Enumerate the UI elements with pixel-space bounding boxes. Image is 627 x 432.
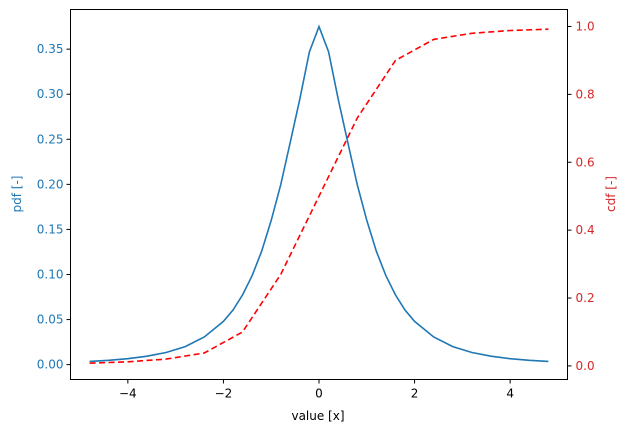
y-left-tick-label: 0.35: [37, 42, 64, 56]
y-right-tick-label: 1.0: [576, 19, 595, 33]
y-left-tick-label: 0.00: [37, 358, 64, 372]
pdf-curve: [89, 24, 549, 363]
plot-lines: [89, 24, 549, 364]
y-axis-left: 0.00 0.05 0.10 0.15 0.20 0.25 0.30 0.35: [37, 42, 71, 372]
y-left-tick-label: 0.10: [37, 267, 64, 281]
y-left-tick-label: 0.25: [37, 132, 64, 146]
y-left-tick-label: 0.30: [37, 87, 64, 101]
x-axis: −4 −2 0 2 4: [119, 379, 514, 401]
cdf-curve: [89, 28, 549, 364]
y-axis-right: 0.0 0.2 0.4 0.6 0.8 1.0: [567, 19, 595, 373]
x-tick-label: −2: [215, 387, 233, 401]
x-tick-label: 4: [506, 387, 514, 401]
y-right-tick-label: 0.2: [576, 291, 595, 305]
y-axis-right-label: cdf [-]: [604, 176, 618, 212]
y-right-tick-label: 0.4: [576, 223, 595, 237]
y-left-tick-label: 0.05: [37, 313, 64, 327]
x-axis-label: value [x]: [291, 409, 344, 423]
x-tick-label: 0: [315, 387, 323, 401]
y-left-tick-label: 0.15: [37, 222, 64, 236]
x-tick-label: −4: [119, 387, 137, 401]
y-right-tick-label: 0.0: [576, 359, 595, 373]
y-axis-left-label: pdf [-]: [10, 176, 24, 213]
y-left-tick-label: 0.20: [37, 177, 64, 191]
y-right-tick-label: 0.6: [576, 155, 595, 169]
x-tick-label: 2: [411, 387, 419, 401]
y-right-tick-label: 0.8: [576, 87, 595, 101]
